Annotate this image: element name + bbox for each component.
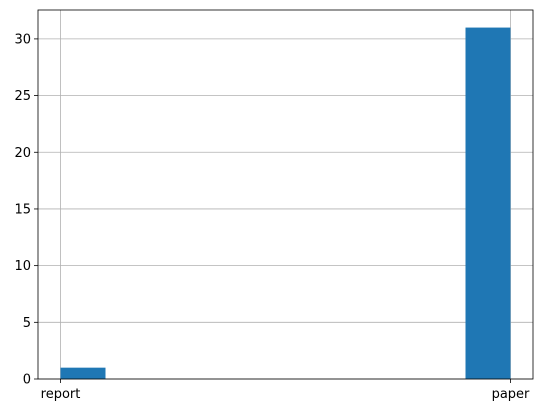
y-tick-label: 25: [14, 89, 31, 104]
y-tick-label: 30: [14, 32, 31, 47]
x-tick-label: report: [41, 387, 81, 402]
y-tick-label: 10: [14, 259, 31, 274]
y-tick-label: 5: [23, 316, 31, 331]
y-tick-label: 15: [14, 202, 31, 217]
y-tick-label: 20: [14, 146, 31, 161]
axes-frame: [37, 9, 534, 380]
bar: [60, 367, 106, 379]
y-tick-label: 0: [23, 373, 31, 388]
x-tick-label: paper: [492, 387, 530, 402]
bar: [465, 27, 511, 379]
